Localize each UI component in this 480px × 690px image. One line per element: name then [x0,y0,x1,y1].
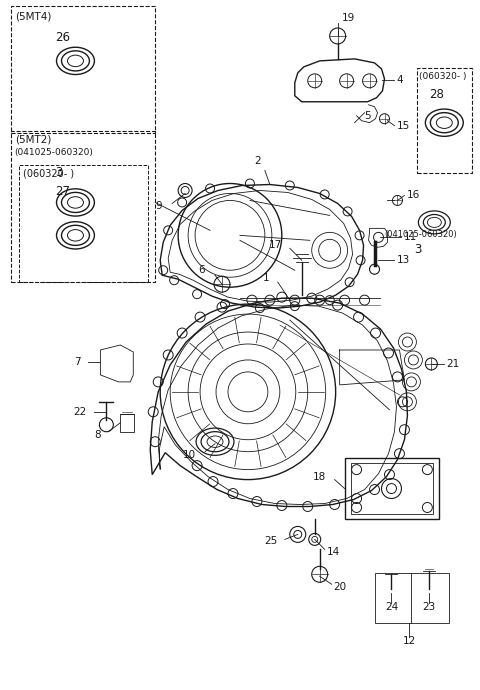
Text: 22: 22 [73,407,86,417]
Bar [120,414,134,432]
Text: 2: 2 [254,155,261,166]
Text: 3: 3 [56,166,63,179]
Text: 13: 13 [396,255,410,265]
Text: (041025-060320): (041025-060320) [15,148,94,157]
Bar [11,6,155,132]
Text: 12: 12 [403,636,416,646]
Text: 9: 9 [156,201,162,211]
Text: 21: 21 [446,359,459,369]
Text: 15: 15 [396,121,410,130]
Text: (060320- ): (060320- ) [420,72,467,81]
Bar [350,462,433,515]
Text: 7: 7 [74,357,81,367]
Text: 3: 3 [414,244,422,256]
Text: 27: 27 [56,186,71,199]
Bar [11,130,155,282]
Text: 1: 1 [263,273,270,283]
Bar [345,457,439,520]
Text: 24: 24 [385,602,398,612]
Bar [374,573,449,623]
Text: 11: 11 [404,233,417,242]
Text: 26: 26 [56,31,71,44]
Text: 6: 6 [198,265,205,275]
Text: 28: 28 [430,88,444,101]
Text: 19: 19 [342,13,355,23]
Text: 16: 16 [407,190,420,201]
Text: (5MT4): (5MT4) [15,11,51,21]
Text: 23: 23 [423,602,436,612]
Text: 25: 25 [264,536,278,546]
Text: 18: 18 [312,471,326,482]
Text: 14: 14 [327,547,340,558]
Text: (5MT2): (5MT2) [15,135,51,145]
Text: 5: 5 [365,110,371,121]
Text: 4: 4 [396,75,403,85]
Text: (041025-060320): (041025-060320) [384,230,457,239]
Text: 10: 10 [183,450,196,460]
Bar [418,68,472,172]
Bar [19,164,148,282]
Text: (060320- ): (060320- ) [23,168,74,179]
Text: 17: 17 [269,240,282,250]
Text: 8: 8 [94,430,100,440]
Text: 20: 20 [334,582,347,592]
